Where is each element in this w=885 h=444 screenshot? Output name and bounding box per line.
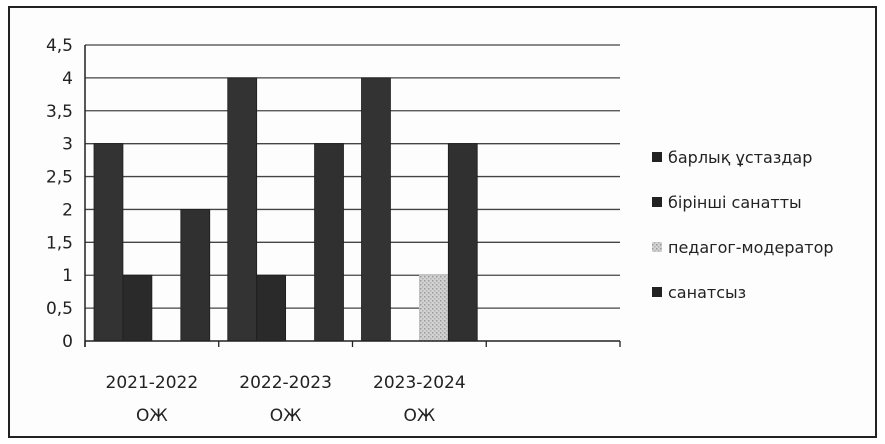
bar-1 (361, 77, 391, 342)
y-tick-label: 4 (62, 69, 73, 89)
legend-swatch (652, 197, 662, 207)
x-category-label: 2023-2024 (373, 373, 466, 393)
legend-swatch (652, 287, 662, 297)
y-axis-tick-labels: 0 0,5 1 1,5 2 2,5 3 3,5 4 4,5 (46, 36, 73, 352)
y-tick-label: 2,5 (46, 168, 73, 188)
legend-swatch (652, 152, 662, 162)
bar-4 (180, 209, 211, 342)
gridlines (85, 44, 620, 309)
bars (93, 77, 478, 342)
legend-label: барлық ұстаздар (668, 148, 812, 167)
legend-label: педагог-модератор (668, 238, 834, 257)
y-tick-label: 0 (62, 332, 73, 352)
legend-swatch (652, 242, 662, 252)
legend-label: бірінші санатты (668, 193, 802, 212)
x-category-label: 2021-2022 (106, 373, 199, 393)
x-category-label: ОЖ (270, 406, 302, 426)
y-tick-label: 4,5 (46, 36, 73, 56)
y-tick-label: 3,5 (46, 102, 73, 122)
y-tick-label: 1 (62, 266, 73, 286)
bar-4 (314, 143, 344, 342)
bar-3 (418, 274, 449, 342)
x-category-label: 2022-2023 (239, 373, 332, 393)
bar-4 (447, 143, 478, 342)
bar-2 (256, 274, 287, 342)
y-tick-label: 3 (62, 135, 73, 155)
x-category-label: ОЖ (404, 406, 436, 426)
axes (84, 45, 621, 347)
y-tick-label: 2 (62, 200, 73, 220)
legend-label: санатсыз (668, 283, 746, 302)
y-tick-label: 0,5 (46, 299, 73, 319)
x-axis-category-labels: 2021-2022 ОЖ 2022-2023 ОЖ 2023-2024 ОЖ (106, 373, 466, 426)
legend: барлық ұстаздар бірінші санатты педагог-мо… (652, 148, 834, 302)
bar-1 (227, 77, 258, 342)
bar-2 (122, 274, 153, 342)
x-category-label: ОЖ (136, 406, 168, 426)
y-tick-label: 1,5 (46, 233, 73, 253)
bar-1 (93, 143, 124, 342)
